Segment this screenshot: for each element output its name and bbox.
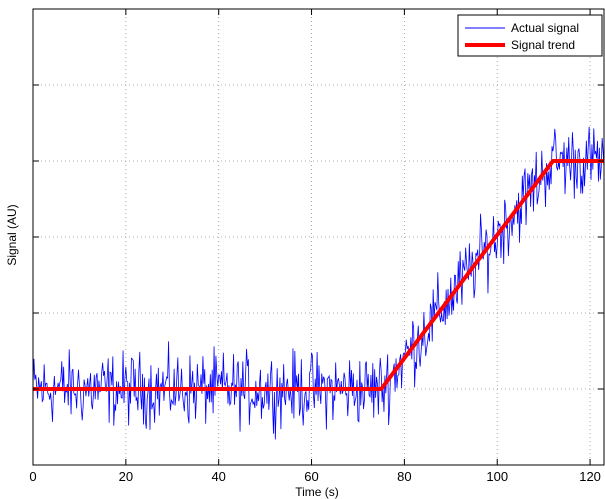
axis-ticks: 0 20 40 60 80 100 120: [29, 8, 604, 484]
x-tick-label: 20: [119, 469, 133, 484]
y-axis-title: Signal (AU): [5, 204, 19, 265]
legend-label-signal-trend: Signal trend: [511, 38, 575, 52]
legend-label-actual-signal: Actual signal: [511, 21, 579, 35]
x-tick-label: 120: [579, 469, 601, 484]
x-tick-label: 40: [211, 469, 225, 484]
legend-box: [457, 14, 603, 57]
legend: Actual signal Signal trend: [457, 14, 603, 57]
x-tick-label: 0: [29, 469, 36, 484]
series-line-actual-signal: [32, 126, 605, 440]
x-tick-label: 100: [486, 469, 508, 484]
series-layer: [32, 126, 605, 440]
x-axis-title: Time (s): [295, 485, 339, 499]
x-tick-label: 60: [304, 469, 318, 484]
series-line-signal-trend: [33, 159, 604, 391]
x-tick-label: 80: [397, 469, 411, 484]
